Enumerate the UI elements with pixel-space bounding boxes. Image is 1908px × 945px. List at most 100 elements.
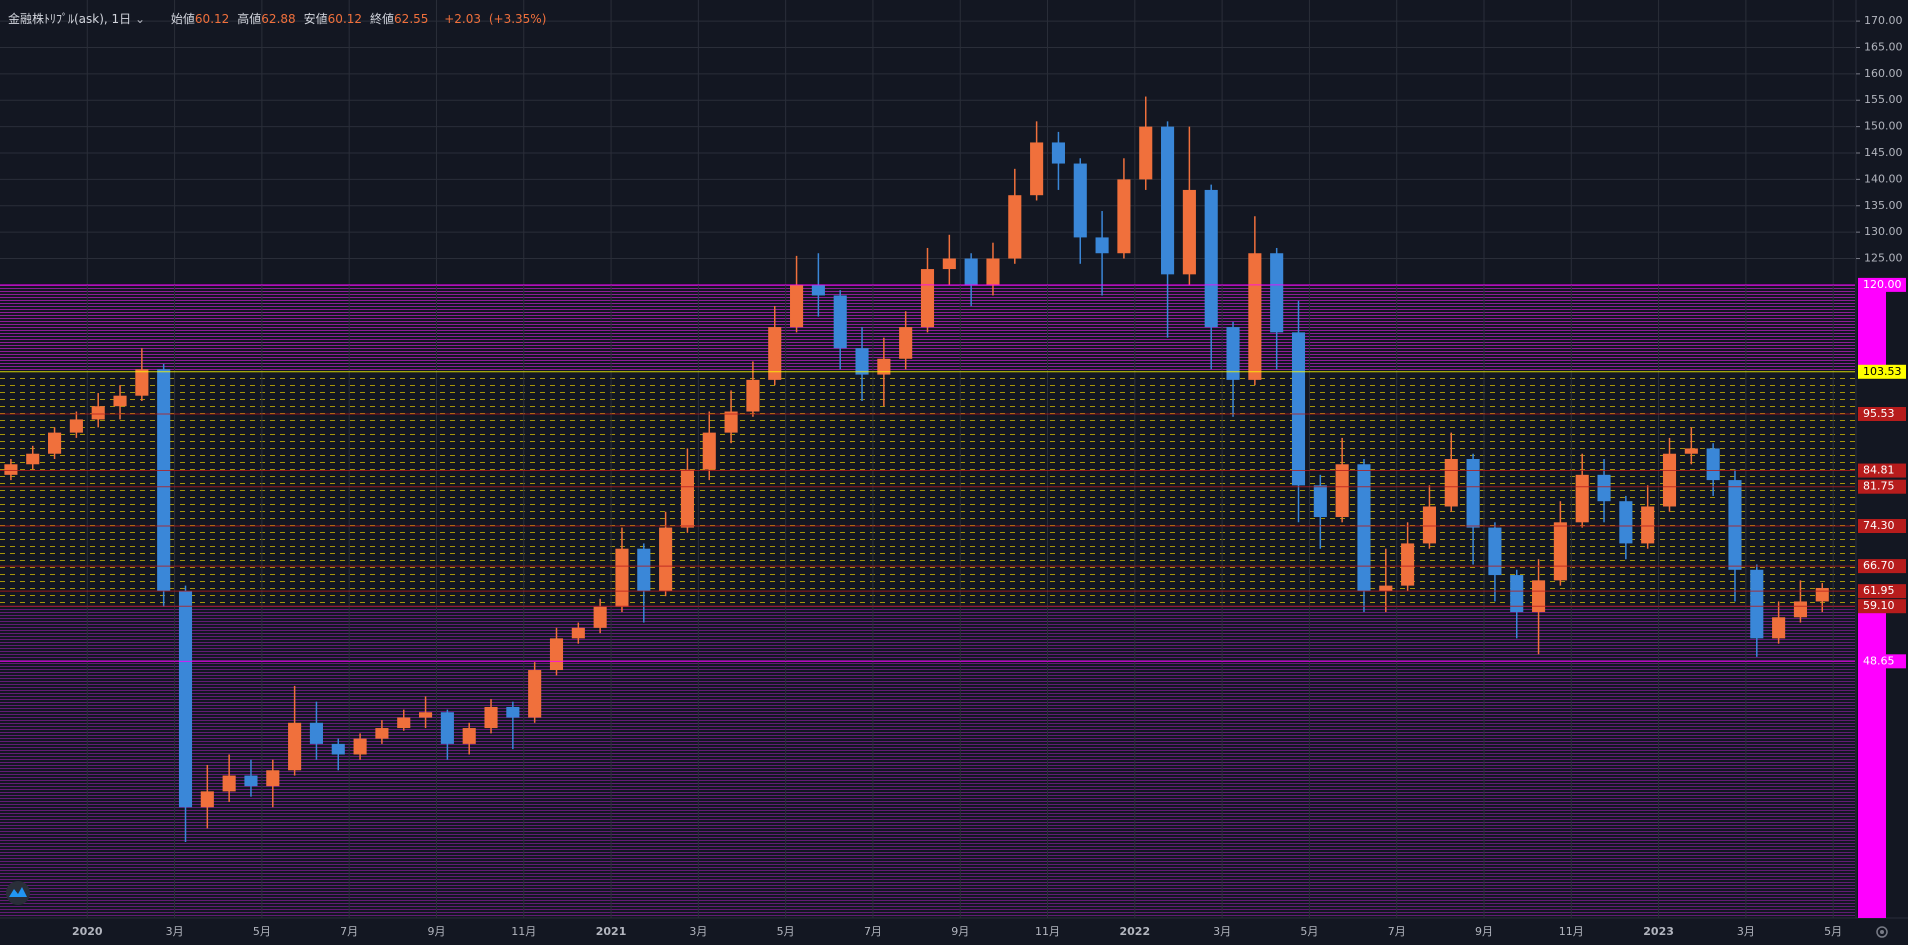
candle-body [1706, 448, 1720, 481]
level-label: 74.30 [1863, 519, 1895, 532]
candle-body [1270, 253, 1284, 333]
candle-body [200, 791, 214, 808]
x-tick-label: 7月 [864, 925, 882, 938]
ohlc-label: 終値 [370, 12, 395, 26]
x-tick-label: 9月 [951, 925, 969, 938]
x-tick-label: 2021 [596, 925, 627, 938]
candle-body [920, 269, 935, 328]
x-tick-label: 11月 [1035, 925, 1060, 938]
y-tick-label: 125.00 [1864, 252, 1903, 265]
x-tick-label: 2023 [1643, 925, 1674, 938]
candle-body [331, 743, 345, 755]
candle-body [899, 327, 913, 359]
candle-body [942, 258, 956, 270]
candle-body [964, 258, 978, 285]
yellow-band [0, 371, 1855, 607]
ohlc-label: 始値 [170, 12, 195, 26]
candle-body [1248, 253, 1262, 380]
interval-chevron[interactable]: ⌄ [135, 12, 146, 26]
x-tick-label: 3月 [166, 925, 184, 938]
level-label-bg [1858, 479, 1906, 494]
x-tick-label: 7月 [1388, 925, 1406, 938]
candle-body [986, 258, 1000, 285]
candle-body [1182, 189, 1196, 275]
candle-body [113, 395, 127, 407]
y-tick-label: 145.00 [1864, 146, 1903, 159]
candle-body [680, 469, 694, 528]
ohlc-label: 高値 [237, 12, 262, 26]
candle-body [1161, 126, 1175, 275]
level-label-bg [1858, 654, 1906, 669]
ohlc-label: 安値 [303, 12, 328, 26]
candle-body [1750, 569, 1764, 639]
level-label-bg [1858, 584, 1906, 599]
candle-body [1444, 459, 1458, 507]
x-tick-label: 3月 [1737, 925, 1755, 938]
level-label: 81.75 [1863, 480, 1895, 493]
candle-body [1728, 480, 1742, 570]
candle-body [266, 770, 280, 787]
level-label-bg [1858, 364, 1906, 379]
y-tick-label: 135.00 [1864, 199, 1903, 212]
level-label-bg [1858, 519, 1906, 534]
axis-highlight [1858, 606, 1886, 918]
candle-body [659, 527, 673, 591]
candle-body [593, 606, 607, 628]
candle-body [1313, 485, 1327, 518]
candle-body [4, 464, 18, 475]
candle-body [724, 411, 738, 433]
candle-body [790, 284, 804, 328]
candle-body [637, 548, 651, 591]
y-tick-label: 160.00 [1864, 67, 1903, 80]
candle-body [571, 627, 585, 639]
logo[interactable] [6, 881, 30, 905]
level-label: 61.95 [1863, 584, 1895, 597]
candle-body [768, 327, 782, 380]
candle-body [462, 728, 476, 744]
level-label-bg [1858, 406, 1906, 421]
y-tick-label: 165.00 [1864, 40, 1903, 53]
candle-body [549, 638, 564, 671]
ohlc-values: 始値60.12 高値62.88 安値60.12 終値62.55 [171, 12, 437, 26]
candle-body [1466, 459, 1480, 528]
level-label-bg [1858, 599, 1906, 614]
settings-gear[interactable] [1876, 926, 1888, 938]
candle-body [1335, 464, 1349, 518]
candle-body [1553, 522, 1567, 581]
candle-body [855, 348, 869, 375]
candle-body [615, 548, 629, 607]
candle-body [1772, 617, 1786, 639]
x-tick-label: 7月 [340, 925, 358, 938]
candle-body [702, 432, 716, 470]
candle-body [877, 358, 891, 375]
candle-body [484, 706, 498, 729]
candle-body [1008, 195, 1022, 259]
level-label: 103.53 [1863, 365, 1902, 378]
y-tick-label: 130.00 [1864, 225, 1903, 238]
candle-body [833, 295, 847, 349]
candle-body [1510, 575, 1524, 612]
candle-body [288, 722, 302, 771]
x-tick-label: 5月 [777, 925, 795, 938]
change-percent: (+3.35%) [488, 12, 547, 26]
candle-body [811, 284, 825, 296]
candle-body [528, 670, 542, 718]
candle-body [69, 419, 83, 433]
x-tick-label: 2020 [72, 925, 103, 938]
x-tick-label: 9月 [1475, 925, 1493, 938]
candle-body [353, 738, 367, 755]
candle-body [1641, 506, 1655, 544]
ohlc-value: 60.12 [194, 12, 230, 26]
x-tick-label: 11月 [1559, 925, 1584, 938]
x-tick-label: 3月 [1213, 925, 1231, 938]
candle-body [746, 379, 760, 412]
symbol-title[interactable]: 金融株ﾄﾘﾌﾟﾙ(ask), 1日 [8, 12, 132, 26]
level-label-bg [1858, 463, 1906, 478]
candle-body [1575, 474, 1589, 523]
level-label: 59.10 [1863, 599, 1895, 612]
candle-body [1073, 163, 1087, 238]
level-label-bg [1858, 277, 1906, 292]
